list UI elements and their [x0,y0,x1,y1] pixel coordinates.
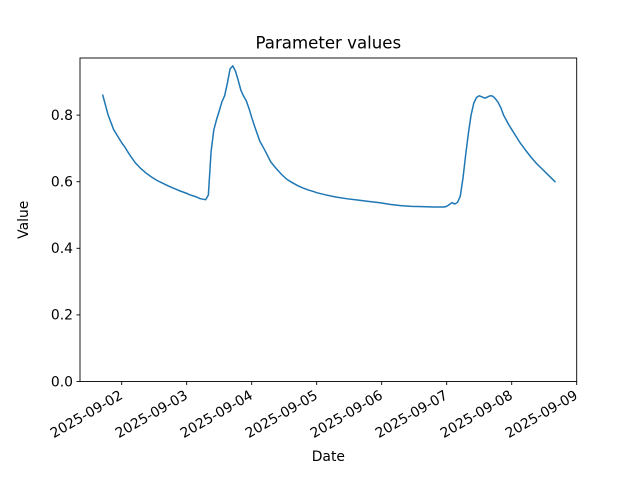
x-axis-label: Date [312,449,345,465]
y-tick-label: 0.6 [51,175,73,191]
y-tick-label: 0.8 [51,108,73,124]
y-tick-label: 0.4 [51,241,73,257]
series-line [101,65,556,208]
chart-title: Parameter values [256,34,402,53]
y-tick-label: 0.2 [51,308,73,324]
y-tick-label: 0.0 [51,374,73,390]
plot-border [79,57,578,382]
y-axis-ticks: 0.0 0.2 0.4 0.6 0.8 [51,108,80,390]
y-axis-label: Value [16,201,32,239]
